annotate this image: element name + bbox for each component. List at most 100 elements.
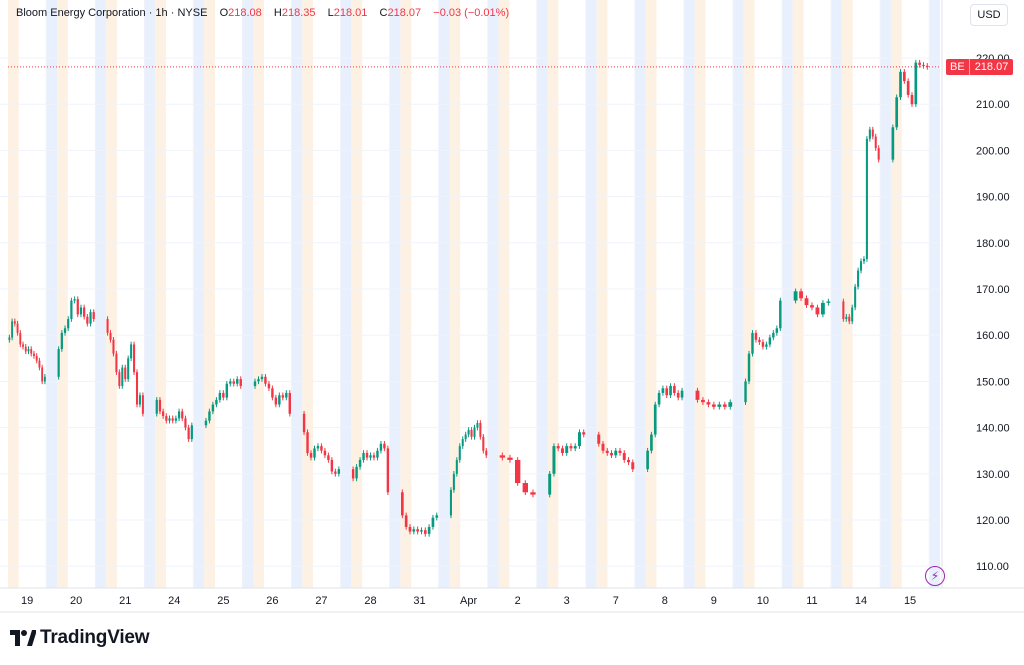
candle-body	[400, 492, 404, 516]
post-market-band	[155, 0, 166, 588]
candle-body	[627, 459, 631, 463]
candle-body	[918, 62, 921, 65]
candle-body	[165, 416, 168, 421]
candle-body	[334, 471, 337, 474]
candle-body	[83, 307, 86, 317]
brand-name: TradingView	[40, 627, 150, 648]
candle-body	[871, 129, 874, 137]
candle-body	[862, 258, 865, 262]
candle-body	[281, 395, 285, 398]
candle-body	[646, 450, 649, 470]
low-value: 218.01	[333, 7, 368, 19]
candle-body	[38, 360, 41, 368]
candle-body	[661, 388, 665, 393]
currency-button[interactable]: USD	[970, 4, 1008, 26]
y-tick-label: 200.00	[976, 145, 1010, 157]
pre-market-band	[340, 0, 352, 588]
price-tag-symbol: BE	[946, 58, 970, 75]
candle-body	[337, 469, 341, 474]
candle-body	[779, 300, 782, 329]
post-market-band	[596, 0, 608, 588]
candle-body	[358, 459, 362, 467]
candle-body	[530, 492, 536, 495]
candle-body	[420, 530, 423, 532]
tradingview-mark-icon	[10, 630, 36, 646]
tradingview-logo[interactable]: TradingView	[10, 626, 150, 650]
x-tick-label: 25	[217, 595, 229, 607]
pre-market-band	[95, 0, 107, 588]
candle-body	[854, 286, 857, 308]
candle-body	[376, 450, 379, 458]
candle-body	[851, 307, 854, 322]
change-value: −0.03 (−0.01%)	[433, 7, 510, 19]
candle-body	[868, 129, 871, 139]
candle-body	[33, 353, 35, 356]
candle-body	[618, 450, 622, 454]
candle-body	[155, 399, 158, 414]
post-market-band	[302, 0, 314, 588]
candle-body	[174, 418, 177, 421]
candle-body	[810, 305, 814, 308]
candle-body	[313, 448, 316, 458]
candle-body	[631, 462, 635, 470]
pre-market-band	[193, 0, 205, 588]
candle-body	[470, 429, 473, 437]
x-tick-label: 10	[757, 595, 769, 607]
y-tick-label: 140.00	[976, 423, 1010, 435]
candle-body	[260, 376, 264, 380]
x-tick-label: 7	[613, 595, 619, 607]
candle-body	[369, 455, 372, 458]
candle-body	[30, 349, 33, 354]
candle-body	[799, 291, 803, 299]
pre-market-band	[683, 0, 695, 588]
candle-body	[614, 450, 618, 456]
candle-body	[556, 446, 560, 449]
open-label: O	[219, 7, 229, 19]
lightning-icon[interactable]: ⚡	[925, 566, 945, 586]
candle-body	[473, 427, 476, 437]
candle-body	[772, 332, 775, 338]
last-price-tag: BE 218.07	[946, 58, 1014, 75]
candle-body	[181, 411, 184, 419]
candle-body	[826, 301, 831, 303]
post-market-band	[57, 0, 68, 588]
high-label: H	[273, 7, 282, 19]
post-market-band	[8, 0, 19, 588]
x-tick-label: 27	[315, 595, 327, 607]
x-tick-label: 21	[119, 595, 131, 607]
candle-body	[404, 515, 408, 527]
candle-body	[601, 443, 605, 451]
candle-body	[309, 453, 313, 458]
candle-body	[253, 381, 257, 387]
candle-body	[548, 473, 552, 495]
candle-body	[41, 367, 44, 382]
candle-body	[657, 392, 661, 405]
candle-body	[895, 97, 899, 128]
candle-body	[306, 432, 309, 454]
low-label: L	[327, 7, 334, 19]
y-tick-label: 110.00	[976, 561, 1009, 573]
candle-body	[351, 469, 355, 479]
post-market-band	[253, 0, 265, 588]
interval[interactable]: 1h	[155, 7, 168, 19]
candle-body	[416, 529, 419, 532]
candle-body	[372, 455, 376, 458]
candle-body	[215, 399, 218, 405]
x-tick-label: 14	[855, 595, 867, 607]
candle-body	[19, 332, 22, 345]
candle-body	[408, 526, 412, 532]
candle-body	[680, 390, 684, 398]
candle-body	[130, 344, 133, 359]
candle-body	[665, 388, 669, 396]
x-tick-label: 26	[266, 595, 278, 607]
grid	[0, 57, 940, 567]
y-tick-label: 160.00	[976, 330, 1010, 342]
post-market-band	[743, 0, 755, 588]
y-tick-label: 120.00	[976, 515, 1010, 527]
candle-body	[73, 299, 76, 301]
x-tick-label: 20	[70, 595, 82, 607]
candle-body	[695, 390, 700, 400]
exchange: NYSE	[177, 7, 208, 19]
candle-body	[499, 455, 506, 458]
